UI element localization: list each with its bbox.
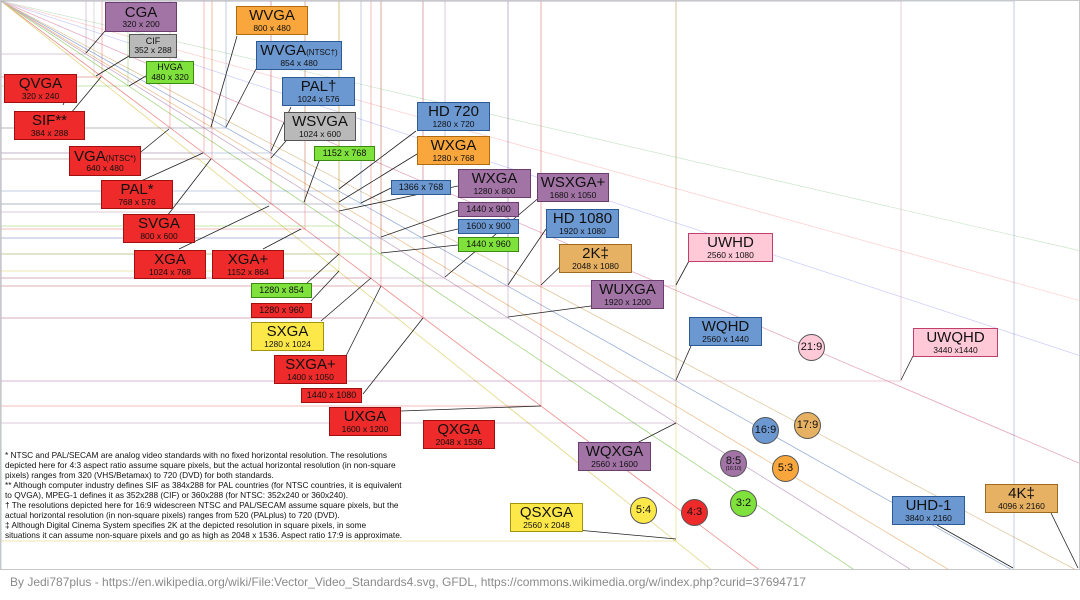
ratio-5-3: 5:3	[772, 455, 799, 482]
res-1280x854: 1280 x 854	[251, 283, 312, 298]
footnote-line: pixels) ranges from 320 (VHS/Betamax) to…	[5, 470, 274, 480]
res-1600x900: 1600 x 900	[458, 219, 519, 234]
res-uxga: UXGA 1600 x 1200	[329, 407, 401, 436]
res-1440x900: 1440 x 900	[458, 202, 519, 217]
res-qxga: QXGA 2048 x 1536	[423, 420, 495, 449]
res-1152x768: 1152 x 768	[314, 146, 375, 161]
res-wxga-1280x800: WXGA 1280 x 800	[458, 169, 531, 198]
res-xga-plus: XGA+ 1152 x 864	[212, 250, 284, 279]
res-wxga-1280x768: WXGA 1280 x 768	[417, 136, 490, 165]
footnote-line: actual horizontal resolution (in non-squ…	[5, 510, 340, 520]
res-wvga: WVGA 800 x 480	[236, 6, 308, 35]
res-qsxga: QSXGA 2560 x 2048	[510, 503, 583, 532]
res-1366x768: 1366 x 768	[391, 180, 451, 195]
res-4k: 4K‡ 4096 x 2160	[985, 484, 1058, 513]
ratio-21-9: 21:9	[798, 334, 825, 361]
res-xga: XGA 1024 x 768	[134, 250, 206, 279]
ratio-3-2: 3:2	[730, 490, 757, 517]
res-qvga: QVGA 320 x 240	[4, 74, 77, 103]
res-wqhd: WQHD 2560 x 1440	[689, 317, 762, 346]
res-hvga: HVGA 480 x 320	[146, 61, 194, 84]
res-wsxga-plus: WSXGA+ 1680 x 1050	[537, 173, 609, 202]
footnote-line: situations it can assume non-square pixe…	[5, 530, 403, 540]
image-credit: By Jedi787plus - https://en.wikipedia.or…	[10, 575, 806, 589]
res-svga: SVGA 800 x 600	[123, 214, 195, 243]
ratio-16-9: 16:9	[752, 417, 779, 444]
footnotes: * NTSC and PAL/SECAM are analog video st…	[5, 450, 495, 540]
res-wvga-ntsc: WVGA(NTSC†) 854 x 480	[256, 41, 342, 70]
res-1440x1080: 1440 x 1080	[301, 388, 362, 403]
res-vga-ntsc: VGA(NTSC*) 640 x 480	[69, 146, 141, 176]
res-sxga-plus: SXGA+ 1400 x 1050	[274, 355, 347, 384]
ratio-5-4: 5:4	[630, 497, 657, 524]
res-pal: PAL* 768 x 576	[101, 180, 173, 209]
footnote-line: † The resolutions depicted here for 16:9…	[5, 500, 399, 510]
footnote-line: ‡ Although Digital Cinema System specifi…	[5, 520, 367, 530]
res-uhd1: UHD-1 3840 x 2160	[892, 496, 965, 525]
res-uwhd: UWHD 2560 x 1080	[688, 233, 773, 262]
res-hd720: HD 720 1280 x 720	[417, 102, 490, 131]
footnote-line: * NTSC and PAL/SECAM are analog video st…	[5, 450, 388, 460]
res-sxga: SXGA 1280 x 1024	[251, 322, 324, 351]
res-uwqhd: UWQHD 3440 x1440	[913, 328, 998, 357]
res-cif: CIF 352 x 288	[129, 34, 177, 58]
resolution-diagram: CGA 320 x 200 CIF 352 x 288 HVGA 480 x 320 …	[0, 0, 1080, 570]
footnote-line: depicted here for 4:3 aspect ratio assum…	[5, 460, 396, 470]
res-pal-dagger: PAL† 1024 x 576	[282, 77, 355, 106]
res-2k: 2K‡ 2048 x 1080	[559, 244, 632, 273]
res-1440x960: 1440 x 960	[458, 237, 519, 252]
footnote-line: ** Although computer industry defines SI…	[5, 480, 402, 490]
ratio-17-9: 17:9	[794, 412, 821, 439]
res-wqxga: WQXGA 2560 x 1600	[578, 442, 651, 471]
footnote-line: to QVGA), MPEG-1 defines it as 352x288 (…	[5, 490, 349, 500]
res-1280x960: 1280 x 960	[251, 303, 312, 318]
res-cga: CGA 320 x 200	[105, 2, 177, 32]
ratio-8-5: 8:5 (16:10)	[720, 450, 747, 477]
res-wsvga: WSVGA 1024 x 600	[284, 112, 356, 141]
ratio-4-3: 4:3	[681, 499, 708, 526]
res-hd1080: HD 1080 1920 x 1080	[546, 209, 619, 238]
res-sif: SIF** 384 x 288	[14, 111, 85, 140]
res-wuxga: WUXGA 1920 x 1200	[591, 280, 664, 309]
